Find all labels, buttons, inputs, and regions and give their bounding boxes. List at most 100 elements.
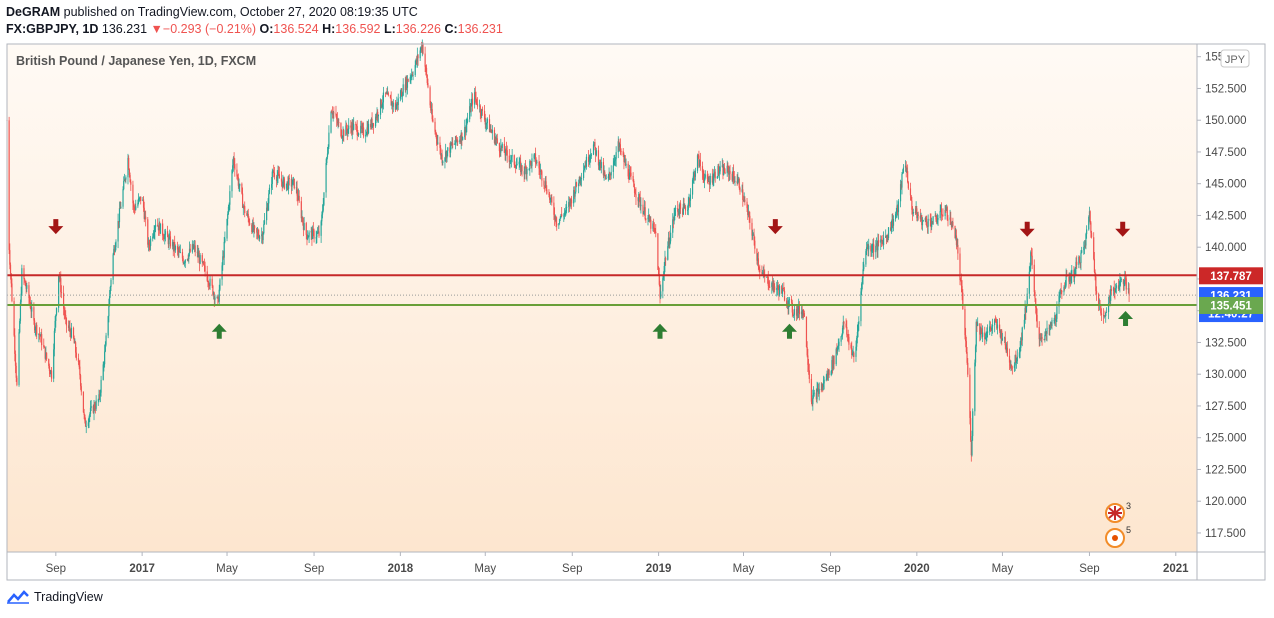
candle-body bbox=[838, 341, 840, 346]
candle-body bbox=[1095, 290, 1098, 295]
candle-body bbox=[609, 172, 611, 175]
candle-body bbox=[1044, 331, 1047, 336]
candle-body bbox=[474, 92, 476, 105]
candle-body bbox=[30, 308, 32, 312]
candle-body bbox=[813, 392, 815, 394]
level-lines bbox=[7, 274, 1197, 306]
arrow-down-icon[interactable] bbox=[48, 219, 64, 235]
candle-body bbox=[1061, 291, 1063, 293]
candle-body bbox=[385, 92, 387, 94]
candle-body bbox=[544, 185, 546, 187]
candle-body bbox=[500, 145, 502, 153]
candle-body bbox=[441, 154, 443, 163]
candle-body bbox=[590, 154, 592, 156]
time-axis[interactable] bbox=[7, 552, 1197, 580]
candle-body bbox=[286, 181, 288, 184]
candle-body bbox=[771, 282, 774, 290]
candle-body bbox=[970, 440, 972, 456]
candle-body bbox=[197, 251, 199, 258]
candle-body bbox=[65, 315, 67, 318]
candle-body bbox=[1049, 325, 1051, 329]
candle-body bbox=[701, 166, 704, 173]
candle-body bbox=[118, 208, 121, 223]
candle-body bbox=[1124, 277, 1126, 281]
arrow-up-icon[interactable] bbox=[211, 323, 227, 339]
candle-body bbox=[1059, 289, 1062, 294]
arrow-up-icon[interactable] bbox=[1118, 311, 1134, 327]
chart-title: British Pound / Japanese Yen, 1D, FXCM bbox=[16, 54, 256, 68]
candle-body bbox=[396, 102, 398, 106]
candle-body bbox=[1039, 338, 1041, 340]
low-label: L: bbox=[383, 22, 396, 36]
candle-body bbox=[521, 165, 523, 172]
candle-body bbox=[488, 119, 491, 133]
candle-body bbox=[878, 240, 880, 243]
candle-body bbox=[360, 125, 362, 134]
candle-body bbox=[362, 127, 364, 129]
candle-body bbox=[714, 171, 716, 179]
candle-body bbox=[743, 199, 745, 202]
candle-body bbox=[464, 127, 466, 138]
candle-body bbox=[23, 268, 25, 280]
author-name[interactable]: DeGRAM bbox=[6, 5, 61, 19]
candle-body bbox=[13, 301, 15, 336]
candle-body bbox=[420, 46, 423, 51]
candle-body bbox=[902, 172, 904, 174]
arrow-down-icon[interactable] bbox=[1019, 221, 1035, 237]
candle-body bbox=[774, 286, 776, 291]
candle-body bbox=[627, 163, 629, 177]
candle-body bbox=[484, 119, 486, 125]
candle-body bbox=[788, 299, 790, 308]
candle-body bbox=[939, 211, 941, 219]
arrow-up-icon[interactable] bbox=[652, 323, 668, 339]
y-tick-label: 142.500 bbox=[1205, 210, 1247, 222]
candle-body bbox=[668, 237, 670, 246]
candle-body bbox=[906, 171, 908, 173]
arrow-up-icon[interactable] bbox=[781, 323, 797, 339]
candle-body bbox=[79, 375, 82, 387]
candle-body bbox=[707, 178, 709, 182]
candle-body bbox=[1023, 319, 1025, 328]
candle-body bbox=[638, 193, 640, 202]
candle-body bbox=[590, 155, 592, 157]
event-badge-uk[interactable]: 3 bbox=[1105, 501, 1131, 523]
candle-body bbox=[64, 314, 66, 316]
candle-body bbox=[79, 366, 81, 376]
arrow-down-icon[interactable] bbox=[767, 219, 783, 235]
candle-body bbox=[746, 201, 748, 209]
candle-body bbox=[379, 99, 382, 115]
candle-body bbox=[59, 278, 61, 279]
event-badge-earnings[interactable]: 5 bbox=[1105, 525, 1131, 548]
currency-badge[interactable]: JPY bbox=[1220, 49, 1250, 68]
candle-body bbox=[460, 132, 462, 143]
candle-body bbox=[753, 234, 755, 241]
candle-body bbox=[1031, 255, 1033, 265]
candle-body bbox=[505, 148, 508, 151]
candle-body bbox=[1025, 305, 1028, 313]
footer-brand[interactable]: TradingView bbox=[6, 590, 103, 604]
candle-body bbox=[926, 221, 928, 227]
candle-body bbox=[684, 206, 686, 208]
candle-body bbox=[164, 234, 166, 240]
candle-body bbox=[325, 163, 327, 193]
candle-body bbox=[253, 225, 255, 231]
x-tick-label: Sep bbox=[1079, 563, 1099, 575]
arrow-down-icon[interactable] bbox=[1115, 221, 1131, 237]
candle-body bbox=[1119, 279, 1122, 281]
candle-body bbox=[162, 223, 164, 236]
candle-body bbox=[1026, 293, 1028, 306]
candle-body bbox=[1029, 265, 1031, 272]
candle-body bbox=[109, 286, 111, 295]
candle-body bbox=[573, 190, 576, 197]
candle-body bbox=[991, 325, 994, 327]
candle-body bbox=[614, 159, 617, 161]
candle-body bbox=[539, 170, 542, 172]
candle-body bbox=[297, 195, 300, 200]
candle-body bbox=[227, 213, 229, 219]
candle-body bbox=[831, 360, 833, 372]
candle-body bbox=[1109, 296, 1111, 301]
candle-body bbox=[377, 111, 379, 117]
candle-body bbox=[706, 174, 709, 179]
annotation-arrows[interactable] bbox=[48, 219, 1134, 339]
